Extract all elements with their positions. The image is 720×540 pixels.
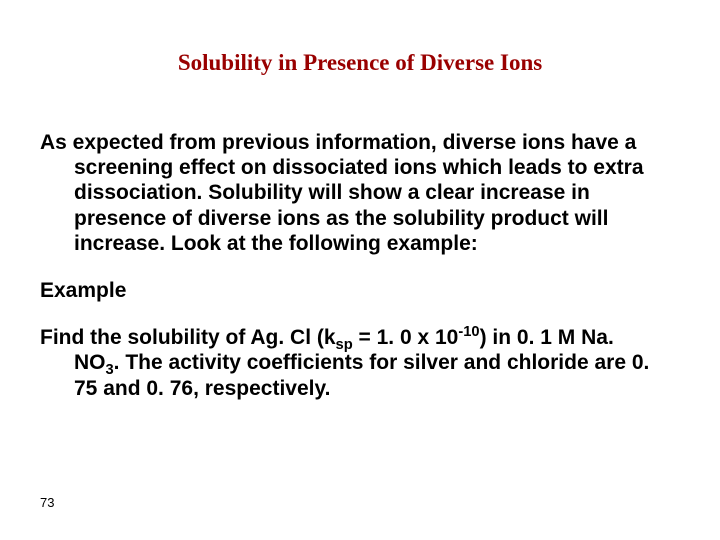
intro-paragraph: As expected from previous information, d…	[40, 130, 660, 256]
problem-text-d: . The activity coefficients for silver a…	[74, 351, 649, 399]
example-problem: Find the solubility of Ag. Cl (ksp = 1. …	[40, 325, 660, 401]
problem-text-a: Find the solubility of Ag. Cl (k	[40, 326, 336, 349]
page-number: 73	[40, 495, 54, 510]
slide: Solubility in Presence of Diverse Ions A…	[0, 0, 720, 540]
superscript-exp: -10	[458, 324, 479, 340]
slide-body: As expected from previous information, d…	[40, 130, 660, 423]
example-heading: Example	[40, 278, 660, 303]
slide-title: Solubility in Presence of Diverse Ions	[0, 50, 720, 76]
problem-text-b: = 1. 0 x 10	[353, 326, 459, 349]
